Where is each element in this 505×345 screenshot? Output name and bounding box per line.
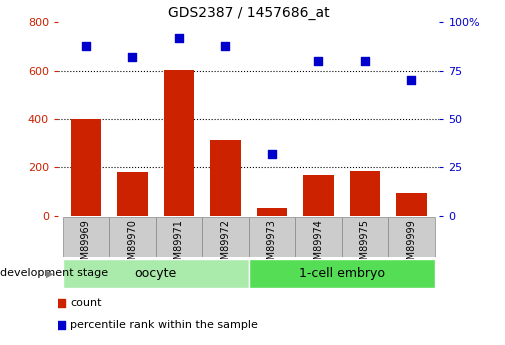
- Bar: [249, 217, 295, 257]
- Bar: [211, 139, 240, 216]
- Text: GSM89974: GSM89974: [314, 219, 324, 272]
- Bar: [342, 217, 388, 257]
- Text: percentile rank within the sample: percentile rank within the sample: [70, 320, 258, 329]
- Point: [315, 58, 323, 64]
- Point: [175, 35, 183, 41]
- Point: [268, 151, 276, 157]
- Point: [221, 43, 229, 48]
- Text: development stage: development stage: [0, 268, 112, 278]
- Text: ▶: ▶: [45, 268, 53, 278]
- Text: count: count: [70, 298, 102, 308]
- Text: oocyte: oocyte: [135, 267, 177, 280]
- Point: [361, 58, 369, 64]
- Bar: [350, 171, 380, 216]
- Bar: [63, 217, 109, 257]
- Text: GSM89999: GSM89999: [407, 219, 417, 272]
- Point: [408, 78, 416, 83]
- Bar: [71, 119, 101, 216]
- Bar: [304, 175, 334, 216]
- Bar: [202, 217, 249, 257]
- Text: GSM89971: GSM89971: [174, 219, 184, 272]
- Point: [82, 43, 90, 48]
- Text: GSM89969: GSM89969: [81, 219, 91, 272]
- Bar: [63, 259, 249, 288]
- Bar: [396, 193, 427, 216]
- Point: [233, 39, 241, 44]
- Point: [233, 234, 241, 240]
- Text: GSM89975: GSM89975: [360, 219, 370, 272]
- Point: [128, 55, 136, 60]
- Bar: [164, 69, 194, 216]
- Text: 1-cell embryo: 1-cell embryo: [298, 267, 385, 280]
- Bar: [109, 217, 156, 257]
- Bar: [388, 217, 435, 257]
- Text: GSM89972: GSM89972: [221, 219, 230, 272]
- Bar: [156, 217, 202, 257]
- Bar: [249, 259, 435, 288]
- Title: GDS2387 / 1457686_at: GDS2387 / 1457686_at: [168, 6, 330, 20]
- Bar: [117, 172, 147, 216]
- Bar: [257, 208, 287, 216]
- Text: GSM89970: GSM89970: [127, 219, 137, 272]
- Text: GSM89973: GSM89973: [267, 219, 277, 272]
- Bar: [295, 217, 342, 257]
